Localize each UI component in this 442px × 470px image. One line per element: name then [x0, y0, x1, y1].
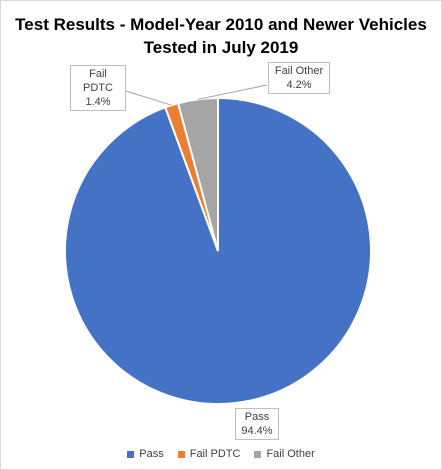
- chart-title: Test Results - Model-Year 2010 and Newer…: [1, 13, 441, 59]
- data-label-fail-other-name: Fail Other: [274, 65, 324, 77]
- legend-swatch-pass: [127, 450, 135, 458]
- data-label-fail-pdtc-name: Fail PDTC: [83, 68, 113, 94]
- data-label-pass-value: 94.4%: [241, 425, 273, 437]
- leader-line-fail-pdtc: [125, 90, 172, 106]
- legend-swatch-fail-other: [254, 450, 262, 458]
- data-label-fail-other-value: 4.2%: [286, 79, 312, 91]
- legend-label-pass: Pass: [139, 448, 164, 460]
- leader-line-fail-other: [197, 84, 268, 100]
- legend-item-fail-other: Fail Other: [254, 448, 315, 460]
- legend-item-pass: Pass: [127, 448, 164, 460]
- chart-legend: Pass Fail PDTC Fail Other: [1, 448, 441, 460]
- legend-swatch-fail-pdtc: [177, 450, 185, 458]
- data-label-fail-other: Fail Other 4.2%: [268, 62, 330, 94]
- legend-label-fail-other: Fail Other: [266, 448, 315, 460]
- pie-slices: [64, 96, 372, 405]
- chart-title-line-2: Tested in July 2019: [143, 38, 299, 57]
- pie-slice-fail-other: [176, 96, 219, 252]
- data-label-fail-pdtc: Fail PDTC 1.4%: [70, 65, 126, 111]
- legend-item-fail-pdtc: Fail PDTC: [177, 448, 241, 460]
- chart-title-line-1: Test Results - Model-Year 2010 and Newer…: [15, 15, 427, 34]
- data-label-pass: Pass 94.4%: [235, 408, 279, 440]
- data-label-fail-pdtc-value: 1.4%: [85, 96, 111, 108]
- legend-label-fail-pdtc: Fail PDTC: [189, 448, 241, 460]
- data-label-pass-name: Pass: [244, 411, 270, 423]
- leader-lines: [125, 84, 268, 106]
